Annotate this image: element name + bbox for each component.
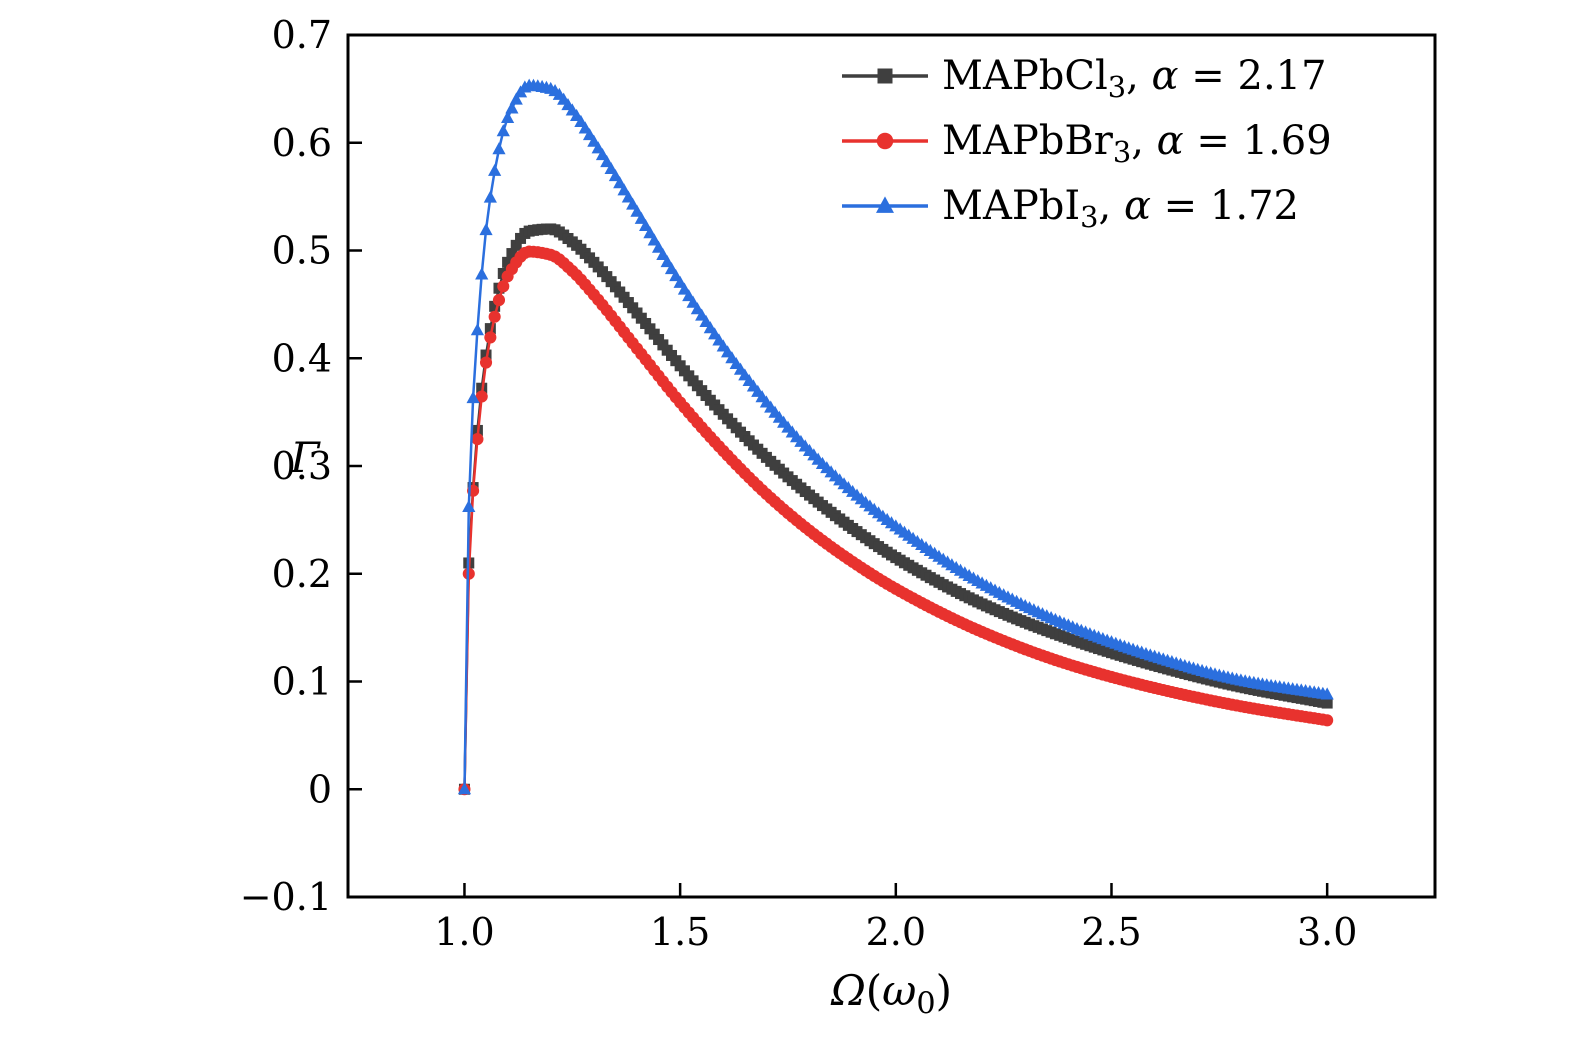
x-tick-label: 3.0 — [1297, 910, 1357, 954]
triangle-marker — [492, 142, 506, 155]
triangle-marker — [466, 391, 480, 404]
series-MAPbCl3 — [458, 223, 1333, 795]
square-marker — [877, 68, 893, 84]
x-tick-label: 1.5 — [650, 910, 710, 954]
triangle-marker — [457, 782, 472, 795]
y-tick-label: 0.5 — [272, 229, 332, 273]
legend-item-MAPbI3: MAPbI3, α = 1.72 — [842, 183, 1299, 234]
triangle-marker — [639, 218, 653, 232]
circle-marker — [488, 310, 501, 323]
triangle-marker — [496, 124, 510, 137]
series-MAPbI3 — [457, 78, 1334, 795]
triangle-marker — [1320, 687, 1334, 700]
triangle-marker — [500, 110, 515, 124]
triangle-marker — [462, 499, 476, 513]
y-tick-label: 0.6 — [272, 121, 332, 165]
square-marker — [506, 248, 518, 260]
triangle-marker — [647, 233, 661, 246]
triangle-marker — [509, 92, 523, 105]
circle-marker — [492, 294, 506, 307]
circle-marker — [479, 356, 493, 369]
y-axis-title: Γ — [289, 433, 321, 482]
triangle-marker — [479, 222, 493, 236]
square-marker — [1321, 697, 1333, 709]
plot-series — [457, 78, 1334, 796]
square-marker — [489, 300, 501, 312]
y-tick-label: 0.7 — [272, 13, 332, 57]
triangle-marker — [475, 267, 489, 280]
triangle-marker — [483, 190, 497, 203]
triangle-marker — [876, 196, 894, 213]
y-tick-label: 0.1 — [272, 660, 332, 704]
square-marker — [502, 256, 514, 268]
x-tick-label: 2.5 — [1081, 910, 1141, 954]
plot-frame — [346, 33, 1437, 899]
triangle-marker — [505, 101, 519, 114]
series-line — [463, 227, 1328, 790]
circle-marker — [1321, 714, 1334, 727]
legend-label: MAPbCl3, α = 2.17 — [942, 53, 1327, 104]
square-marker — [484, 323, 496, 335]
x-axis-title: Ω(ω0) — [830, 966, 952, 1021]
series-MAPbBr3 — [458, 245, 1334, 796]
triangle-marker — [488, 163, 502, 176]
legend-item-MAPbCl3: MAPbCl3, α = 2.17 — [842, 53, 1327, 104]
x-tick-label: 2.0 — [866, 910, 926, 954]
triangle-marker — [470, 323, 485, 336]
legend-label: MAPbBr3, α = 1.69 — [942, 118, 1332, 169]
circle-marker — [876, 132, 894, 150]
y-tick-label: 0.2 — [272, 552, 332, 596]
circle-marker — [497, 280, 510, 293]
x-tick-label: 1.0 — [434, 910, 494, 954]
y-tick-label: 0.4 — [272, 336, 332, 380]
x-axis: 1.0 1.5 2.0 2.5 3.0 — [434, 883, 1357, 954]
circle-marker — [484, 331, 497, 344]
square-marker — [510, 239, 522, 251]
legend-item-MAPbBr3: MAPbBr3, α = 1.69 — [842, 118, 1332, 169]
y-tick-label: 0 — [308, 767, 332, 811]
y-axis: −0.1 0 0.1 0.2 0.3 0.4 0.5 0.6 0.7 — [240, 13, 362, 919]
y-tick-label: −0.1 — [240, 875, 332, 919]
circle-marker — [471, 433, 484, 446]
circle-marker — [475, 390, 488, 403]
legend-label: MAPbI3, α = 1.72 — [942, 183, 1299, 234]
y-tick-label: 0.3 — [272, 444, 332, 488]
triangle-marker — [643, 226, 657, 239]
legend: MAPbCl3, α = 2.17 MAPbBr3, α = 1.69 MAPbI3… — [842, 53, 1332, 234]
